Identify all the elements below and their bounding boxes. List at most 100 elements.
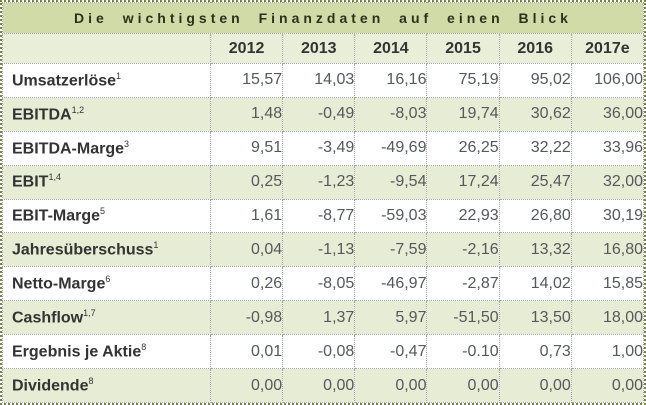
value-cell: 32,22	[498, 130, 572, 166]
value-cell: 19,74	[426, 96, 500, 132]
value-cell: 0,00	[282, 368, 356, 403]
value-cell: 0,25	[209, 164, 284, 200]
value-cell: -59,03	[354, 198, 428, 234]
value-cell: 16,16	[354, 63, 428, 98]
footnote-marker: 1,2	[71, 104, 85, 115]
year-header-row: 2012 2013 2014 2015 2016 2017e	[2, 33, 645, 64]
value-cell: -46,97	[354, 266, 428, 302]
value-cell: -0.10	[426, 334, 500, 370]
footnote-marker: 8	[88, 375, 94, 386]
metric-label: EBIT-Marge5	[2, 198, 211, 234]
metric-label-text: Dividende	[12, 377, 89, 395]
value-cell: 16,80	[570, 232, 645, 268]
value-cell: 30,19	[570, 198, 645, 234]
value-cell: 36,00	[570, 96, 645, 132]
value-cell: 14,03	[282, 63, 356, 98]
metric-label: Ergebnis je Aktie8	[2, 334, 211, 370]
value-cell: 1,00	[570, 334, 645, 370]
metric-label: Umsatzerlöse1	[2, 63, 211, 98]
value-cell: 0,26	[209, 266, 284, 302]
metric-label-text: Umsatzerlöse	[12, 72, 117, 90]
metric-label: Jahresüberschuss1	[2, 232, 211, 268]
value-cell: 0,00	[209, 368, 284, 403]
year-column-header: 2014	[354, 33, 428, 64]
metric-label-text: Netto-Marge	[12, 275, 106, 293]
table-row: EBITDA-Marge3 9,51 -3,49 -49,69 26,25 32,22 33…	[2, 130, 645, 166]
metric-label: EBITDA-Marge3	[2, 130, 211, 166]
value-cell: -49,69	[354, 130, 428, 166]
metric-label-text: Jahresüberschuss	[12, 241, 154, 259]
footnote-marker: 1,4	[48, 172, 61, 183]
table-row: Umsatzerlöse1 15,57 14,03 16,16 75,19 95,02 10…	[2, 63, 645, 98]
value-cell: 0,00	[498, 368, 572, 403]
metric-label-text: EBIT-Marge	[12, 207, 101, 225]
footnote-marker: 1,7	[83, 308, 96, 319]
table-row: EBITDA1,2 1,48 -0,49 -8,03 19,74 30,62 36,00	[2, 96, 645, 132]
value-cell: 0,00	[354, 368, 428, 403]
table-title-row: Die wichtigsten Finanzdaten auf einen Bl…	[2, 2, 644, 34]
footnote-marker: 1	[153, 240, 159, 251]
table-row: Dividende8 0,00 0,00 0,00 0,00 0,00 0,00	[2, 368, 645, 403]
value-cell: -2,16	[426, 232, 500, 268]
metric-label-text: EBITDA-Marge	[12, 139, 125, 157]
value-cell: 15,57	[209, 63, 284, 98]
value-cell: 0,01	[209, 334, 284, 370]
year-column-header: 2016	[498, 33, 572, 64]
year-column-header: 2015	[426, 33, 500, 64]
value-cell: -9,54	[354, 164, 428, 200]
table-row: Ergebnis je Aktie8 0,01 -0,08 -0,47 -0.10 0,7…	[2, 334, 645, 370]
value-cell: -0,98	[209, 300, 284, 336]
value-cell: 13,32	[498, 232, 572, 268]
value-cell: 22,93	[426, 198, 500, 234]
metric-label-text: Cashflow	[12, 309, 84, 327]
value-cell: 9,51	[209, 130, 284, 166]
value-cell: 25,47	[498, 164, 572, 200]
value-cell: -1,13	[282, 232, 356, 268]
value-cell: 95,02	[498, 63, 572, 98]
value-cell: -2,87	[426, 266, 500, 302]
metric-label: EBITDA1,2	[2, 96, 211, 132]
value-cell: -0,47	[354, 334, 428, 370]
footnote-marker: 8	[141, 341, 147, 352]
metric-label: EBIT1,4	[2, 164, 211, 200]
value-cell: -51,50	[426, 300, 500, 336]
value-cell: 1,48	[209, 96, 284, 132]
value-cell: -0,49	[282, 96, 356, 132]
table-body: Umsatzerlöse1 15,57 14,03 16,16 75,19 95,02 1 0…	[2, 63, 645, 403]
value-cell: 0,04	[209, 232, 284, 268]
table-row: Cashflow1,7 -0,98 1,37 5,97 -51,50 13,50 18,00	[2, 300, 645, 336]
metric-label: Cashflow1,7	[2, 300, 211, 336]
value-cell: -7,59	[354, 232, 428, 268]
table-row: EBIT-Marge5 1,61 -8,77 -59,03 22,93 26,80 30,1…	[2, 198, 645, 234]
value-cell: 32,00	[570, 164, 645, 200]
value-cell: 0,73	[498, 334, 572, 370]
value-cell: 75,19	[426, 63, 500, 98]
value-cell: 26,80	[498, 198, 572, 234]
value-cell: 5,97	[354, 300, 428, 336]
value-cell: 14,02	[498, 266, 572, 302]
value-cell: -3,49	[282, 130, 356, 166]
value-cell: 30,62	[498, 96, 572, 132]
table-row: Netto-Marge6 0,26 -8,05 -46,97 -2,87 14,02 15,…	[2, 266, 645, 302]
value-cell: 26,25	[426, 130, 500, 166]
footnote-marker: 6	[105, 274, 111, 285]
value-cell: -8,05	[282, 266, 356, 302]
metric-label: Dividende8	[2, 368, 211, 403]
value-cell: 17,24	[426, 164, 500, 200]
year-column-header: 2012	[209, 33, 284, 64]
value-cell: -8,77	[282, 198, 356, 234]
value-cell: 0,00	[426, 368, 500, 403]
metric-label-text: EBIT	[12, 173, 49, 191]
metric-label-text: Ergebnis je Aktie	[12, 343, 142, 361]
value-cell: 0,00	[570, 368, 645, 403]
footnote-marker: 5	[100, 206, 106, 217]
value-cell: -0,08	[282, 334, 356, 370]
metric-label: Netto-Marge6	[2, 266, 211, 302]
year-column-header: 2013	[282, 33, 356, 64]
year-column-header: 2017e	[570, 33, 645, 64]
value-cell: -8,03	[354, 96, 428, 132]
footnote-marker: 3	[124, 138, 130, 149]
value-cell: 13,50	[498, 300, 572, 336]
